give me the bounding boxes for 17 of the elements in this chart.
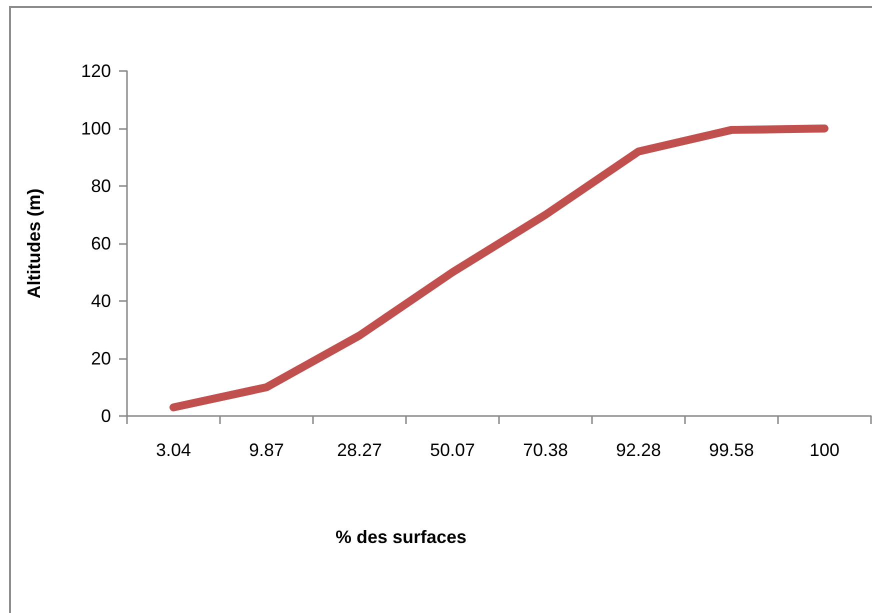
x-tick-label: 99.58 [708,440,754,460]
x-tick-label: 92.28 [616,440,662,460]
x-tick-label: 70.38 [522,440,568,460]
y-tick-label: 40 [90,291,111,311]
x-tick-label: 100 [809,440,840,460]
y-tick-label: 0 [100,406,111,426]
y-axis-title: Altitudes (m) [24,188,44,298]
y-tick-label: 60 [90,234,111,254]
x-tick-label: 50.07 [430,440,476,460]
x-tick-label: 9.87 [248,440,284,460]
y-tick-label: 100 [80,118,111,138]
x-tick-label: 28.27 [336,440,382,460]
y-tick-label: 20 [90,348,111,368]
x-tick-label: 3.04 [156,440,192,460]
y-tick-label: 80 [90,176,111,196]
x-axis-title: % des surfaces [335,527,467,547]
y-tick-label: 120 [80,61,111,81]
